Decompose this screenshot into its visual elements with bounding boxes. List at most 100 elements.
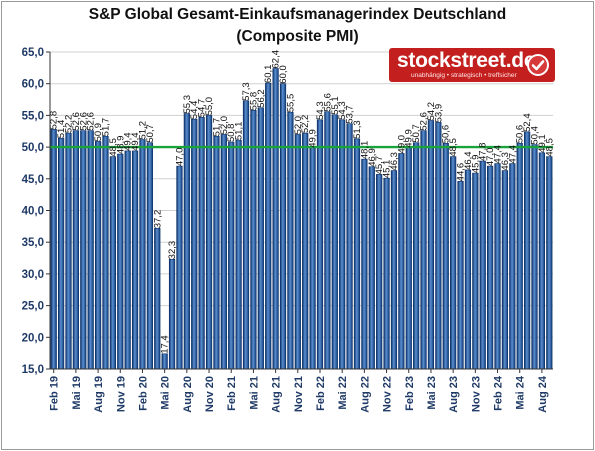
data-label: 52,6 [71,112,82,131]
checkmark-icon [527,54,549,76]
bar [191,118,198,370]
bar [316,119,324,370]
data-label: 55,8 [248,92,259,111]
bar [442,142,449,370]
data-label: 48,5 [544,138,555,157]
bar [368,166,375,370]
bar [546,156,553,370]
data-label: 54,3 [315,101,326,120]
data-label: 52,6 [86,112,97,131]
data-label: 54,2 [426,102,437,121]
x-tick-label: Aug 24 [537,375,549,413]
data-label: 51,4 [56,120,67,139]
data-label: 62,4 [271,50,282,69]
data-label: 17,4 [160,335,171,354]
x-tick-label: Aug 23 [448,376,460,413]
bar [57,137,65,370]
bar [523,131,531,370]
data-label: 50,7 [145,124,156,143]
bar [176,165,183,370]
data-label: 50,6 [441,125,452,144]
data-label: 49,9 [404,129,415,148]
data-label: 52,0 [219,116,230,135]
x-tick-label: Feb 20 [137,376,149,411]
bar [302,132,309,370]
data-label: 49,4 [123,132,134,151]
data-label: 54,3 [337,101,348,120]
bar [94,141,102,370]
data-label: 55,6 [322,93,333,112]
x-tick-label: Nov 23 [470,376,482,412]
data-label: 49,0 [396,135,407,154]
data-label: 46,4 [463,151,474,170]
axes: 15,0 20,0 25,0 30,0 35,0 40,0 45,0 50,0 55,0 60,0… [22,47,553,413]
bar [398,153,405,370]
bar [479,160,486,370]
x-tick-label: Aug 21 [271,376,283,413]
x-tick-label: Mai 22 [337,376,349,410]
bar [390,170,398,370]
bar [287,111,294,370]
chart-subtitle: (Composite PMI) [236,28,359,45]
data-label: 32,3 [167,241,178,260]
data-label: 46,9 [367,148,378,167]
x-tick-label: Feb 19 [49,376,61,411]
data-label: 45,7 [374,156,385,175]
stockstreet-logo: stockstreet.de unabhängig • strategisch … [389,48,555,82]
data-label: 50,7 [411,124,422,143]
y-tick-label: 20,0 [22,332,44,344]
bar [220,134,227,370]
x-tick-label: Feb 21 [226,376,238,411]
data-label: 50,6 [515,125,526,144]
bar [464,169,472,370]
bar [250,110,257,370]
bar [109,156,116,370]
bar [309,147,316,370]
bar [161,353,168,370]
logo-name: stockstreet.de [397,49,536,72]
bar [516,142,523,370]
data-label: 48,5 [448,138,459,157]
x-tick-label: Mai 20 [160,376,172,410]
bar [457,181,464,370]
bar [339,119,346,370]
data-label: 53,7 [345,105,356,124]
bar [50,129,57,370]
bar [383,177,390,370]
data-label: 48,5 [108,138,119,157]
data-label: 52,2 [63,115,74,134]
data-label: 52,6 [78,112,89,131]
data-label: 55,3 [182,95,193,114]
x-tick-label: Mai 21 [248,376,260,410]
data-label: 48,1 [359,141,370,160]
x-tick-label: Aug 22 [359,376,371,413]
chart-title: S&P Global Gesamt-Einkaufsmanagerindex D… [88,6,507,23]
y-tick-label: 35,0 [22,237,44,249]
x-tick-label: Mai 19 [71,376,83,410]
data-label: 45,9 [470,155,481,174]
bar [420,130,427,370]
data-label: 44,6 [456,163,467,182]
bar [205,115,213,370]
data-label: 49,9 [308,129,319,148]
bars [50,68,553,370]
data-label: 56,2 [256,89,267,108]
data-label: 45,1 [382,160,393,179]
bar [494,163,501,370]
data-label: 54,7 [197,99,208,118]
bar [102,136,109,370]
bar [435,122,442,370]
data-label: 52,2 [300,115,311,134]
bar [279,83,287,370]
x-tick-label: Nov 20 [204,376,216,412]
data-label: 46,3 [500,152,511,171]
y-tick-label: 25,0 [22,301,44,313]
data-label: 55,5 [285,94,296,113]
bar [131,150,139,370]
data-label: 47,4 [507,145,518,164]
data-label: 55,1 [330,96,341,115]
data-label: 53,9 [433,104,444,123]
data-label: 49,1 [537,134,548,153]
bar [124,150,131,370]
x-tick-label: Aug 20 [182,376,194,413]
